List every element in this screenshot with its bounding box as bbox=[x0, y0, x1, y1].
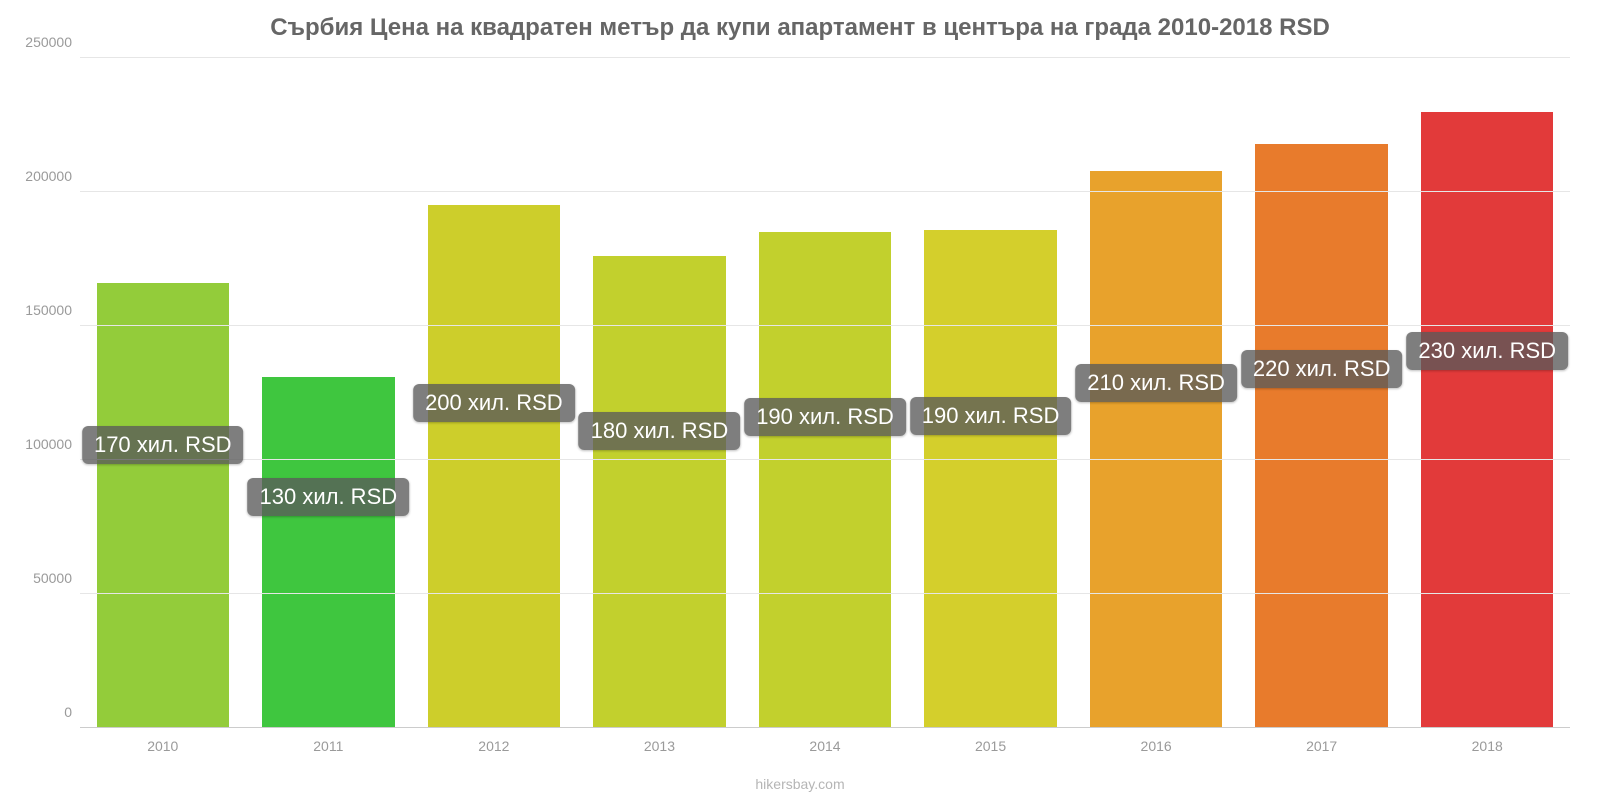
ytick-label: 250000 bbox=[25, 34, 80, 50]
source-label: hikersbay.com bbox=[0, 776, 1600, 792]
value-label: 220 хил. RSD bbox=[1241, 350, 1403, 388]
value-label: 180 хил. RSD bbox=[579, 412, 741, 450]
grid-line bbox=[80, 191, 1570, 192]
xtick-label: 2011 bbox=[313, 728, 343, 754]
bar bbox=[1255, 144, 1387, 728]
bar bbox=[428, 205, 560, 728]
grid-line bbox=[80, 593, 1570, 594]
bar bbox=[759, 232, 891, 728]
value-label: 170 хил. RSD bbox=[82, 426, 244, 464]
ytick-label: 150000 bbox=[25, 302, 80, 318]
plot-area: 0500001000001500002000002500002010170 хи… bbox=[80, 58, 1570, 728]
value-label: 190 хил. RSD bbox=[910, 397, 1072, 435]
bar bbox=[97, 283, 229, 728]
xtick-label: 2013 bbox=[644, 728, 675, 754]
value-label: 130 хил. RSD bbox=[248, 478, 410, 516]
xtick-label: 2014 bbox=[809, 728, 840, 754]
bar-chart: Сърбия Цена на квадратен метър да купи а… bbox=[0, 0, 1600, 800]
ytick-label: 100000 bbox=[25, 436, 80, 452]
xtick-label: 2017 bbox=[1306, 728, 1337, 754]
ytick-label: 50000 bbox=[33, 570, 80, 586]
bar bbox=[1421, 112, 1553, 728]
bar bbox=[593, 256, 725, 728]
ytick-label: 200000 bbox=[25, 168, 80, 184]
value-label: 210 хил. RSD bbox=[1075, 364, 1237, 402]
value-label: 200 хил. RSD bbox=[413, 384, 575, 422]
chart-title: Сърбия Цена на квадратен метър да купи а… bbox=[0, 0, 1600, 42]
xtick-label: 2018 bbox=[1472, 728, 1503, 754]
xtick-label: 2010 bbox=[147, 728, 178, 754]
bar bbox=[924, 230, 1056, 728]
xtick-label: 2012 bbox=[478, 728, 509, 754]
grid-line bbox=[80, 459, 1570, 460]
xtick-label: 2015 bbox=[975, 728, 1006, 754]
grid-line bbox=[80, 325, 1570, 326]
value-label: 190 хил. RSD bbox=[744, 398, 906, 436]
grid-line bbox=[80, 57, 1570, 58]
bar bbox=[262, 377, 394, 728]
xtick-label: 2016 bbox=[1141, 728, 1172, 754]
bars-layer bbox=[80, 58, 1570, 728]
ytick-label: 0 bbox=[64, 704, 80, 720]
bar bbox=[1090, 171, 1222, 728]
value-label: 230 хил. RSD bbox=[1406, 332, 1568, 370]
